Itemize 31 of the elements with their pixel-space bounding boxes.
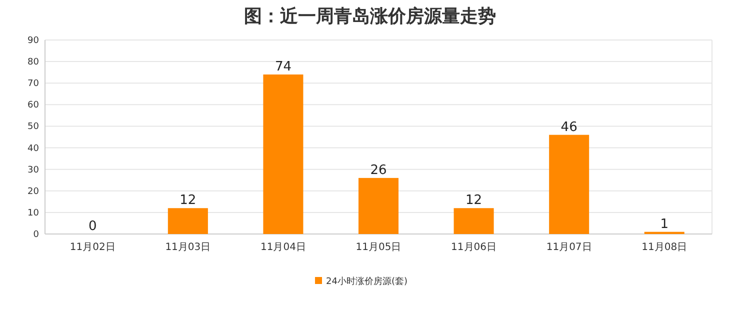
y-tick-label: 0 — [33, 230, 40, 240]
data-label: 0 — [88, 219, 97, 234]
y-tick-label: 20 — [28, 186, 40, 197]
x-tick-label: 11月06日 — [451, 242, 497, 253]
bar — [549, 134, 590, 234]
y-tick-label: 80 — [28, 58, 40, 68]
x-tick-label: 11月07日 — [546, 242, 592, 253]
x-tick-label: 11月04日 — [260, 242, 306, 253]
bar — [168, 208, 208, 234]
bar — [358, 178, 399, 234]
y-tick-label: 50 — [28, 122, 40, 132]
data-label: 12 — [466, 193, 482, 208]
y-tick-label: 40 — [28, 144, 40, 154]
data-label: 26 — [370, 162, 387, 178]
y-tick-label: 60 — [28, 100, 40, 111]
x-tick-label: 11月05日 — [356, 242, 402, 253]
y-tick-label: 90 — [28, 36, 40, 46]
bar — [454, 208, 494, 234]
x-tick-label: 11月08日 — [642, 242, 688, 253]
data-label: 12 — [180, 193, 196, 208]
data-label: 1 — [660, 216, 668, 232]
x-tick-label: 11月03日 — [165, 242, 211, 253]
data-label: 74 — [274, 59, 292, 74]
x-tick-label: 11月02日 — [70, 242, 116, 253]
y-tick-label: 70 — [28, 79, 40, 90]
legend-label: 24小时涨价房源(套) — [326, 276, 408, 287]
data-label: 46 — [560, 120, 578, 135]
chart-title: 图：近一周青岛涨价房源量走势 — [244, 6, 496, 27]
y-tick-label: 10 — [28, 208, 40, 218]
y-tick-label: 30 — [28, 165, 40, 176]
bar — [263, 74, 304, 234]
